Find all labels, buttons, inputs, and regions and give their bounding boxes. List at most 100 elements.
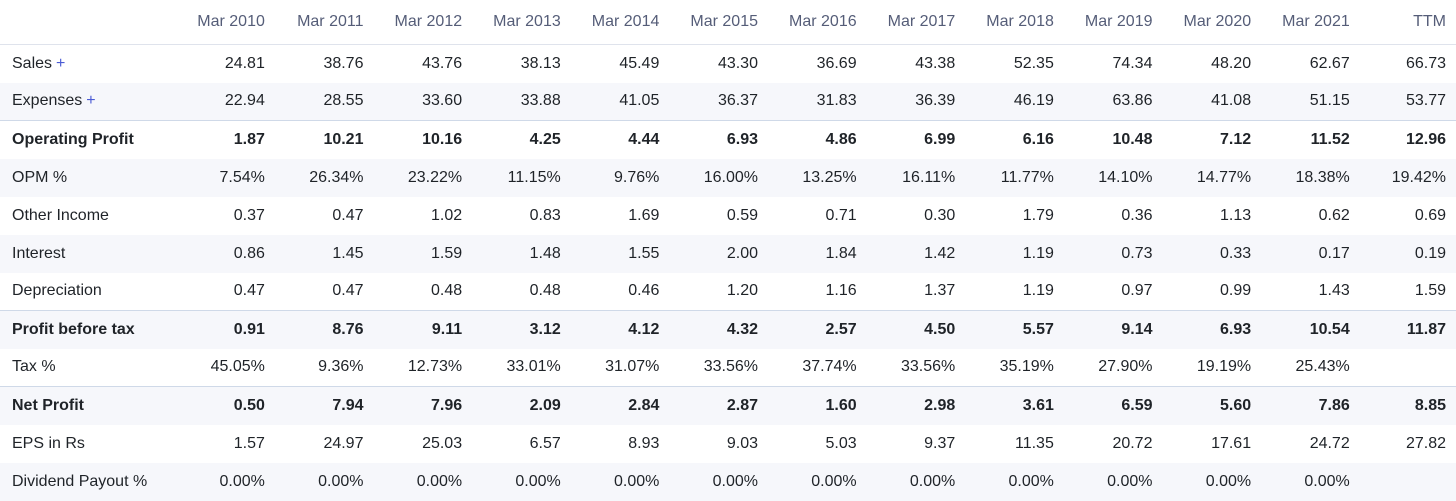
value-cell: 24.97 [323, 434, 364, 452]
value-cell: 0.86 [176, 234, 275, 273]
value-cell: 17.61 [1211, 434, 1252, 452]
value-cell: 9.11 [373, 310, 473, 349]
value-cell: 0.00% [274, 462, 374, 501]
value-cell: 4.25 [472, 120, 571, 159]
value-cell: 6.59 [1063, 386, 1163, 425]
value-cell: 0.73 [1063, 234, 1163, 273]
value-cell: 6.57 [529, 434, 561, 452]
value-cell: 1.59 [1414, 282, 1446, 300]
value-cell: 3.61 [965, 386, 1064, 425]
expand-plus-button[interactable]: + [86, 92, 96, 110]
value-cell: 0.00% [669, 462, 768, 501]
value-cell: 53.77 [1359, 82, 1456, 121]
value-cell: 31.83 [767, 82, 867, 121]
row-label-cell: Other Income [0, 197, 176, 235]
value-cell: 0.48 [430, 282, 463, 300]
value-cell: 27.90% [1098, 358, 1153, 376]
table-row: Interest 0.86 1.45 1.59 1.48 1.55 2.00 1.84 1.42… [0, 234, 1456, 273]
column-header: Mar 2014 [570, 0, 670, 45]
table-row: OPM % 7.54% 26.34% 23.22% 11.15% 9.76% 16.00% 1… [0, 158, 1456, 197]
value-cell: 33.88 [472, 82, 571, 121]
value-cell: 1.84 [767, 234, 867, 273]
value-cell: 0.91 [176, 310, 275, 349]
value-cell [1360, 349, 1456, 387]
value-cell: 52.35 [1013, 54, 1054, 72]
row-label[interactable]: Expenses [12, 92, 83, 110]
value-cell: 28.55 [274, 82, 374, 121]
value-cell: 7.86 [1261, 386, 1360, 425]
value-cell: 19.19% [1196, 358, 1252, 376]
row-label-cell: Profit before tax [0, 310, 177, 349]
value-cell: 2.00 [669, 234, 768, 273]
value-cell: 45.49 [619, 54, 660, 72]
value-cell: 10.21 [274, 120, 374, 159]
row-label: Other Income [12, 206, 109, 224]
value-cell: 0.00% [472, 462, 571, 501]
value-cell: 74.34 [1112, 54, 1153, 72]
value-cell: 11.15% [472, 158, 571, 197]
value-cell: 33.01% [506, 358, 561, 376]
table-row: Other Income 0.37 0.47 1.02 0.83 1.69 0.59 0.71… [0, 197, 1456, 235]
value-cell: 6.93 [1162, 310, 1262, 349]
value-cell: 37.74% [802, 358, 857, 376]
header-label-cell [0, 0, 177, 45]
row-label-cell[interactable]: Expenses + [0, 82, 177, 121]
value-cell: 2.09 [472, 386, 571, 425]
value-cell: 1.57 [233, 434, 265, 452]
table-row: Expenses +22.94 28.55 33.60 33.88 41.05 36.37 3… [0, 82, 1456, 121]
value-cell: 1.37 [924, 282, 956, 300]
column-header: Mar 2021 [1261, 0, 1360, 45]
value-cell: 4.50 [866, 310, 966, 349]
value-cell: 0.00% [570, 462, 670, 501]
table-row: Tax % 45.05% 9.36% 12.73% 33.01% 31.07% 33.56%… [0, 349, 1456, 387]
value-cell: 24.72 [1309, 434, 1350, 452]
table-row: Profit before tax 0.91 8.76 9.11 3.12 4.12 4.3… [0, 310, 1456, 349]
row-label-cell: Interest [0, 234, 177, 273]
value-cell: 63.86 [1063, 82, 1163, 121]
value-cell: 8.76 [274, 310, 374, 349]
table-row: Net Profit 0.50 7.94 7.96 2.09 2.84 2.87 1.60 2.… [0, 386, 1456, 425]
row-label: Interest [12, 244, 66, 262]
value-cell: 23.22% [373, 158, 473, 197]
value-cell: 1.19 [965, 234, 1064, 273]
value-cell: 48.20 [1211, 54, 1252, 72]
value-cell: 4.12 [570, 310, 670, 349]
column-header: TTM [1359, 0, 1456, 45]
value-cell: 8.93 [628, 434, 660, 452]
value-cell [1359, 462, 1456, 501]
value-cell: 2.98 [866, 386, 966, 425]
value-cell: 1.42 [866, 234, 966, 273]
value-cell: 0.00% [866, 462, 966, 501]
value-cell: 62.67 [1309, 54, 1350, 72]
value-cell: 1.20 [726, 282, 758, 300]
value-cell: 2.87 [669, 386, 768, 425]
value-cell: 4.86 [767, 120, 867, 159]
value-cell: 0.59 [726, 206, 758, 224]
value-cell: 14.10% [1063, 158, 1163, 197]
row-label-cell: Dividend Payout % [0, 462, 177, 501]
value-cell: 19.42% [1359, 158, 1456, 197]
value-cell: 0.17 [1261, 234, 1360, 273]
row-label-cell: Operating Profit [0, 120, 177, 159]
row-label: Operating Profit [12, 130, 134, 148]
row-label-cell: OPM % [0, 158, 177, 197]
row-label[interactable]: Sales [12, 54, 53, 72]
value-cell: 16.11% [866, 158, 966, 197]
value-cell: 43.30 [717, 54, 758, 72]
value-cell: 4.44 [570, 120, 670, 159]
value-cell: 1.59 [373, 234, 473, 273]
expand-plus-button[interactable]: + [56, 54, 66, 72]
column-header: Mar 2019 [1063, 0, 1163, 45]
value-cell: 0.19 [1359, 234, 1456, 273]
value-cell: 1.60 [767, 386, 867, 425]
value-cell: 6.93 [669, 120, 768, 159]
value-cell: 38.13 [520, 54, 561, 72]
table-row: Sales +24.81 38.76 43.76 38.13 45.49 43.30 36.6… [0, 45, 1456, 83]
column-header: Mar 2018 [965, 0, 1064, 45]
value-cell: 1.19 [1022, 282, 1054, 300]
value-cell: 33.56% [703, 358, 758, 376]
value-cell: 0.00% [1261, 462, 1360, 501]
value-cell: 7.54% [176, 158, 275, 197]
row-label-cell[interactable]: Sales + [0, 45, 176, 83]
